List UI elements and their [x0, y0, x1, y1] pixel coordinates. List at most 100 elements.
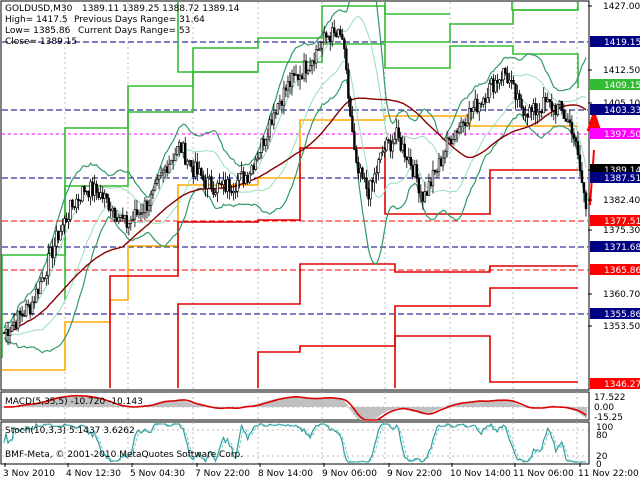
candle — [200, 167, 203, 180]
candle — [431, 160, 435, 194]
price-tag-label: 1355.86 — [604, 310, 640, 320]
ohlc-label: 1389.11 1389.25 1388.72 1389.14 — [82, 4, 240, 14]
candle — [264, 138, 267, 152]
candle — [8, 326, 12, 345]
candle — [206, 168, 209, 198]
candle — [451, 133, 455, 146]
price-tag: 1409.15 — [590, 79, 640, 91]
candle — [512, 75, 515, 85]
candle — [347, 63, 350, 108]
price-tag: 1346.27 — [590, 378, 640, 390]
candle — [365, 169, 368, 197]
candle — [131, 211, 135, 222]
candle — [290, 69, 294, 96]
time-tick-label: 5 Nov 04:30 — [130, 469, 185, 479]
candle — [30, 296, 34, 316]
price-tick-label: 1360.70 — [603, 290, 640, 300]
price-tag-label: 1365.86 — [604, 266, 640, 276]
time-tick-label: 7 Nov 22:00 — [195, 469, 250, 479]
time-tick-label: 9 Nov 06:00 — [322, 469, 377, 479]
candle — [318, 40, 322, 52]
band-upper — [3, 0, 587, 329]
candle — [472, 100, 475, 119]
red-arrow — [586, 108, 602, 206]
candle — [186, 158, 189, 170]
watermark: BMF-Meta, © 2001-2010 MetaQuotes Softwar… — [5, 450, 243, 460]
moving-average — [3, 97, 587, 334]
price-tag: 1389.14 — [590, 164, 640, 176]
candle — [333, 19, 336, 37]
candle — [355, 145, 358, 164]
candle — [202, 170, 205, 188]
candle — [35, 283, 38, 303]
stoch-pane: Stoch(10,3,3) 5.1437 3.6262 BMF-Meta, © … — [2, 422, 613, 470]
price-tag-label: 1419.15 — [604, 38, 640, 48]
candle — [522, 105, 525, 120]
candle — [345, 45, 348, 75]
candle — [459, 117, 463, 135]
candle — [453, 130, 457, 142]
candle — [393, 132, 396, 145]
candle — [572, 128, 576, 147]
time-tick-label: 10 Nov 14:00 — [450, 469, 511, 479]
candle — [500, 71, 503, 86]
candle — [212, 181, 215, 198]
candle — [250, 164, 253, 176]
candle — [514, 82, 517, 109]
red-step-4 — [394, 335, 578, 388]
candle — [171, 153, 175, 170]
candle — [498, 78, 501, 90]
candle — [304, 54, 308, 83]
candle — [69, 199, 72, 223]
candle — [417, 173, 421, 203]
price-tick-label: 1412.50 — [603, 66, 640, 76]
candle — [373, 167, 376, 192]
candle — [10, 320, 14, 333]
red-step-2 — [177, 263, 578, 388]
candle — [331, 22, 334, 47]
stoch-tick-20: 20 — [596, 452, 608, 462]
low-label: Low= 1385.86 — [5, 26, 71, 36]
candle — [266, 128, 270, 150]
candle — [574, 135, 578, 148]
candle — [41, 271, 44, 283]
close-label: Close= 1389.15 — [5, 37, 77, 47]
candle — [536, 103, 539, 125]
candle — [71, 198, 74, 210]
band-lower — [3, 78, 587, 354]
candle — [443, 149, 447, 164]
candle — [478, 102, 481, 121]
candle — [441, 150, 445, 172]
price-tag-label: 1397.50 — [604, 130, 640, 140]
candle — [218, 173, 221, 185]
candle — [508, 72, 511, 88]
candle — [379, 152, 382, 164]
candle — [494, 75, 497, 94]
time-tick-label: 8 Nov 14:00 — [258, 469, 313, 479]
candle — [582, 182, 586, 203]
price-tag: 1355.86 — [590, 308, 640, 320]
price-tag-label: 1387.51 — [604, 174, 640, 184]
candle — [272, 103, 276, 130]
candle — [53, 237, 56, 266]
stoch-main-line — [3, 422, 586, 463]
candle — [238, 172, 241, 189]
candle — [248, 171, 251, 184]
candle — [161, 167, 165, 183]
stoch-tick-100: 100 — [596, 423, 613, 433]
candle — [155, 173, 159, 186]
candle — [447, 135, 451, 142]
candle — [465, 113, 469, 128]
symbol-label: GOLDUSD,M30 — [5, 4, 73, 14]
price-tick-label: 1375.30 — [603, 226, 640, 236]
price-tag-label: 1389.14 — [604, 166, 640, 176]
candle — [534, 97, 537, 125]
candle — [147, 199, 151, 217]
candle — [190, 160, 193, 173]
candle — [184, 136, 187, 166]
price-tag: 1387.51 — [590, 172, 640, 184]
candle — [292, 65, 296, 83]
candle — [61, 218, 64, 236]
candle — [467, 101, 471, 131]
